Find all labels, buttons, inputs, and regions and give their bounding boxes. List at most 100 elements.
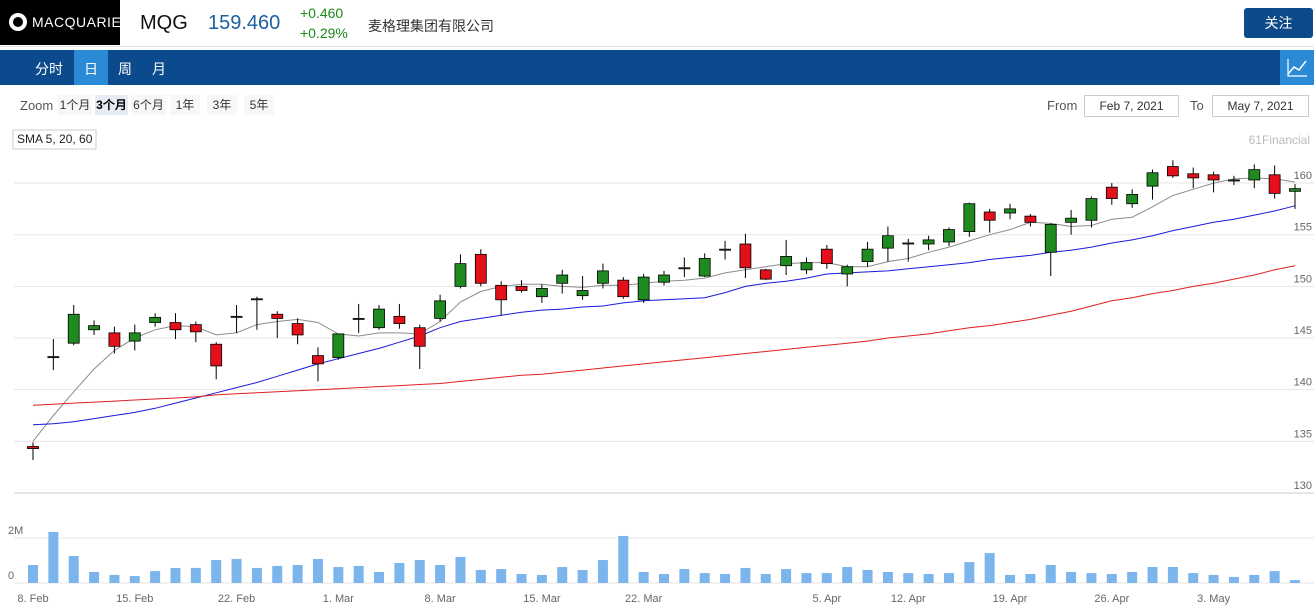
candle-body: [1187, 173, 1200, 179]
x-tick-label: 8. Mar: [425, 593, 457, 605]
from-input[interactable]: Feb 7, 2021: [1084, 95, 1179, 117]
volume-bar: [1045, 565, 1056, 583]
chart-type-button[interactable]: [1280, 50, 1314, 85]
candle-body: [108, 332, 121, 347]
period-tab[interactable]: 月: [152, 61, 166, 77]
sma-line: [32, 177, 1296, 442]
candle-body: [271, 313, 284, 319]
volume-bar: [903, 573, 914, 583]
logo-text: MACQUARIE: [32, 14, 122, 30]
volume-bar: [557, 567, 568, 583]
indicator-label: SMA 5, 20, 60: [17, 132, 93, 146]
plot-area: SMA 5, 20, 60 61Financial 130 135 140 145 15…: [8, 129, 1314, 605]
candle-body: [515, 285, 528, 291]
x-tick-label: 5. Apr: [812, 593, 841, 605]
volume-bar: [923, 574, 934, 583]
volume-bar: [353, 565, 364, 583]
candle-body: [47, 356, 60, 359]
volume-bar: [964, 562, 975, 583]
candle-body: [678, 267, 691, 270]
volume-bar: [1147, 567, 1158, 583]
zoom-button[interactable]: 1年: [170, 95, 200, 115]
candle-body: [882, 235, 894, 249]
candle-body: [189, 324, 202, 333]
volume-bar: [333, 567, 344, 583]
volume-bar: [821, 573, 832, 583]
volume-bar: [251, 567, 262, 583]
candle-body: [1004, 208, 1016, 214]
zoom-button[interactable]: 5年: [244, 95, 274, 115]
y-tick-label: 150: [1294, 273, 1312, 285]
logo: MACQUARIE: [0, 0, 122, 45]
candle-body: [800, 262, 813, 271]
candle-body: [556, 274, 569, 284]
volume-bar: [374, 571, 385, 583]
sma-line: [32, 265, 1296, 406]
candle-body: [474, 253, 487, 284]
volume-bar: [292, 565, 303, 583]
candle-body: [312, 355, 324, 365]
y-tick-label: 160: [1294, 170, 1312, 182]
volume-bar: [699, 573, 710, 583]
volume-bar: [211, 560, 222, 583]
candle-body: [820, 248, 833, 265]
volume-tick-label: 2M: [8, 525, 23, 537]
candle-body: [210, 343, 223, 367]
period-tab[interactable]: 日: [74, 50, 108, 85]
volume-bar: [109, 574, 120, 583]
candle-body: [1289, 188, 1301, 192]
volume-bar: [231, 558, 242, 583]
ticker: MQG: [140, 12, 188, 34]
volume-bar: [862, 569, 873, 583]
zoom-button[interactable]: 3年: [207, 95, 237, 115]
change-pct: +0.29%: [300, 25, 348, 41]
zoom-button[interactable]: 6个月: [131, 95, 166, 115]
y-tick-label: 135: [1294, 428, 1312, 440]
candle-body: [739, 243, 752, 269]
x-tick-label: 12. Apr: [891, 593, 926, 605]
candle-body: [149, 316, 162, 323]
x-tick-label: 1. Mar: [323, 593, 355, 605]
volume-bar: [597, 560, 608, 583]
x-tick-label: 19. Apr: [993, 593, 1028, 605]
candle-body: [413, 327, 426, 347]
volume-bar: [760, 574, 771, 583]
period-tab[interactable]: 周: [118, 61, 132, 77]
x-tick-label: 15. Feb: [116, 593, 153, 605]
credit: 61Financial: [1249, 133, 1310, 147]
follow-button[interactable]: 关注: [1244, 8, 1313, 38]
candle-body: [169, 322, 182, 331]
volume-bar: [638, 571, 649, 583]
volume-bar: [1269, 571, 1280, 583]
change: +0.460: [300, 5, 344, 21]
y-tick-label: 155: [1294, 222, 1312, 234]
period-tabs: 分时日周 月: [0, 50, 1314, 85]
candle-body: [27, 446, 39, 449]
candle-body: [332, 333, 345, 359]
volume-bar: [394, 562, 405, 583]
volume-bar: [882, 571, 893, 583]
candle-body: [780, 256, 793, 267]
candle-body: [841, 266, 854, 275]
volume-bar: [1106, 574, 1117, 583]
volume-bar: [679, 569, 690, 583]
x-tick-label: 8. Feb: [17, 593, 48, 605]
volume-bar: [1188, 573, 1199, 583]
candle-body: [251, 298, 263, 301]
candle-body: [902, 242, 915, 245]
zoom-button[interactable]: 1个月: [58, 95, 92, 115]
candle-body: [535, 288, 548, 298]
volume-bar: [68, 556, 79, 583]
candle-body: [1228, 179, 1240, 182]
candle-body: [658, 274, 670, 283]
volume-bar: [618, 535, 629, 583]
period-tab[interactable]: 分时: [35, 61, 63, 77]
header: MACQUARIE MQG 159.460 +0.460 +0.29% 麦格理集…: [0, 0, 1314, 47]
to-input[interactable]: May 7, 2021: [1212, 95, 1309, 117]
indicator-box: [12, 129, 97, 150]
volume-bar: [496, 569, 507, 583]
candle-body: [434, 300, 446, 319]
zoom-button[interactable]: 3个月: [95, 95, 128, 115]
candle-body: [291, 323, 304, 336]
